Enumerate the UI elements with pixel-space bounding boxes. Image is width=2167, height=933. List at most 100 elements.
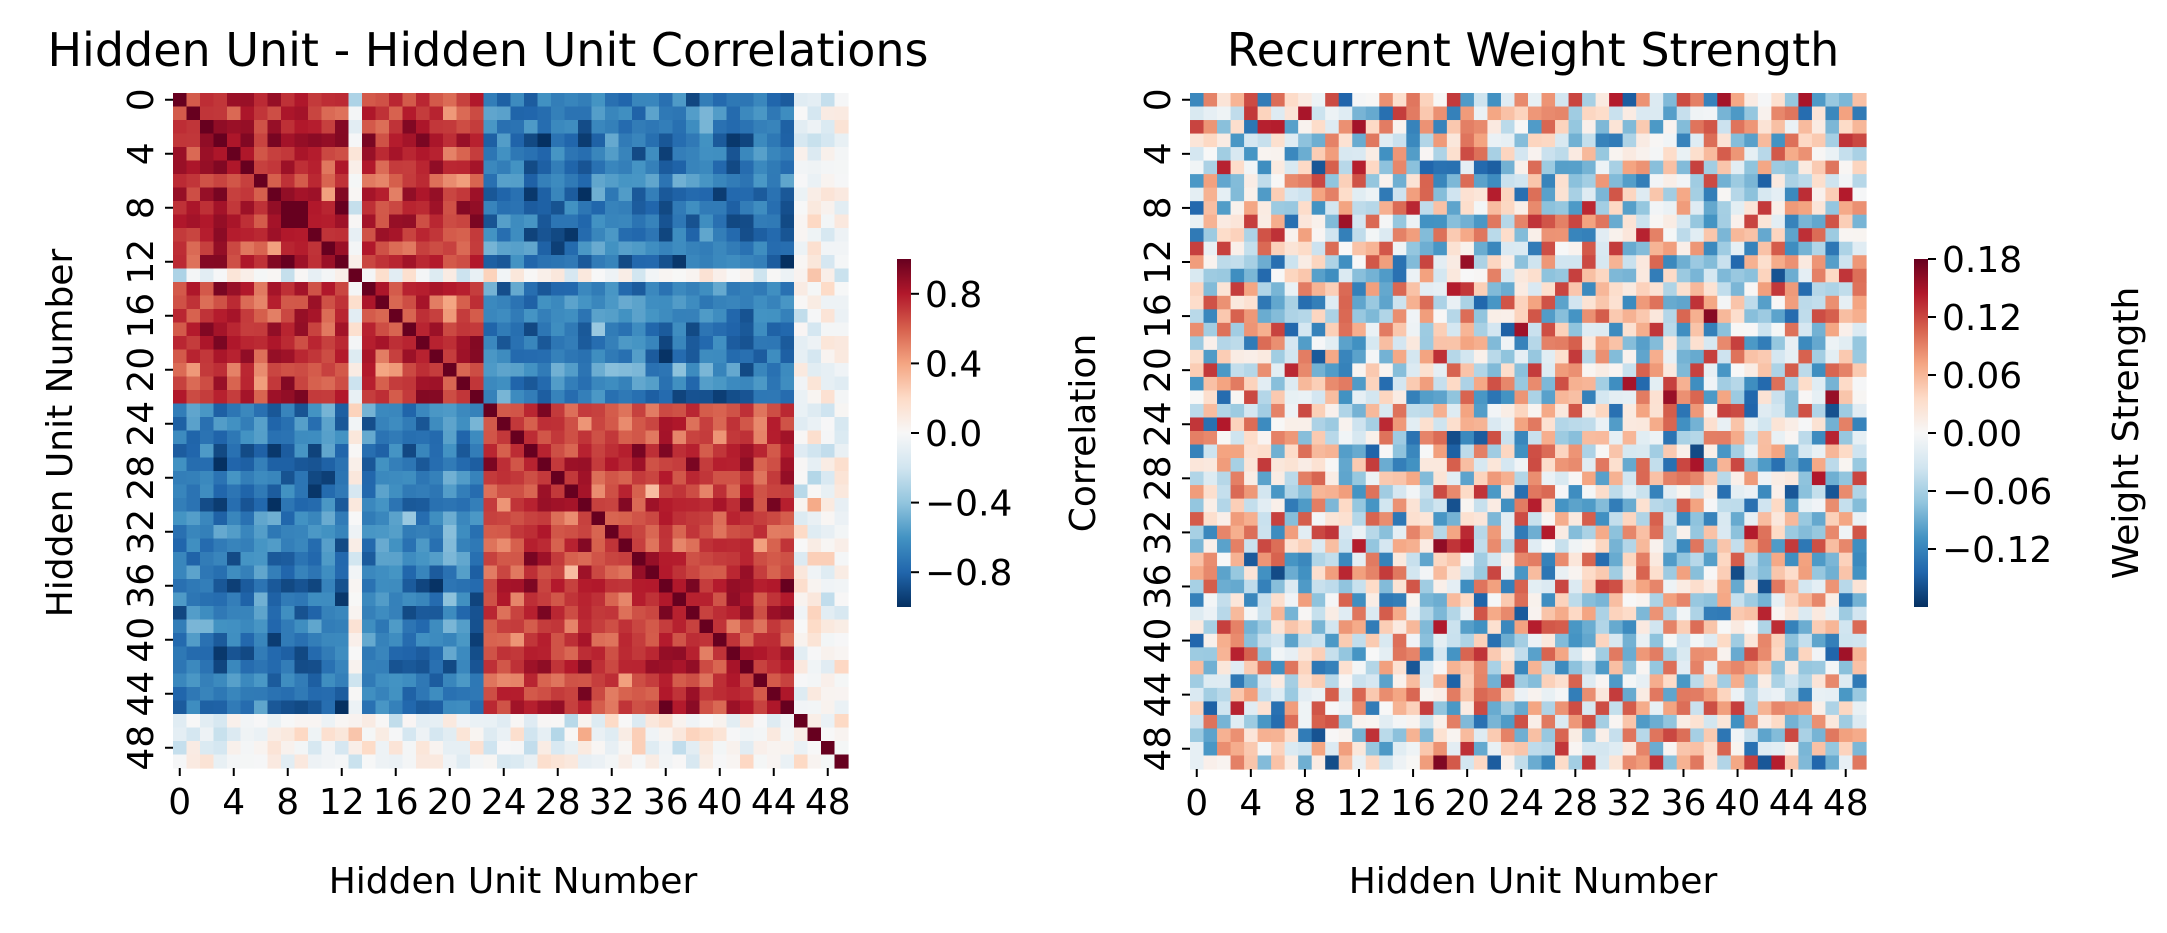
- heatmap-cell: [1582, 539, 1596, 553]
- heatmap-cell: [1474, 661, 1488, 675]
- heatmap-cell: [1501, 201, 1515, 215]
- heatmap-cell: [1839, 174, 1853, 188]
- heatmap-cell: [1798, 282, 1812, 296]
- heatmap-cell: [659, 579, 673, 593]
- heatmap-cell: [605, 525, 619, 539]
- heatmap-cell: [1298, 282, 1312, 296]
- heatmap-cell: [1352, 566, 1366, 580]
- heatmap-cell: [551, 539, 565, 553]
- heatmap-cell: [1650, 647, 1664, 661]
- heatmap-cell: [362, 660, 376, 674]
- heatmap-cell: [808, 660, 822, 674]
- heatmap-cell: [1771, 215, 1785, 229]
- heatmap-cell: [632, 714, 646, 728]
- heatmap-cell: [1812, 120, 1826, 134]
- heatmap-cell: [1690, 431, 1704, 445]
- heatmap-cell: [1231, 431, 1245, 445]
- heatmap-cell: [835, 309, 849, 323]
- heatmap-cell: [1420, 742, 1434, 756]
- heatmap-cell: [295, 633, 309, 647]
- heatmap-cell: [1825, 553, 1839, 567]
- heatmap-cell: [1542, 107, 1556, 121]
- heatmap-cell: [1244, 715, 1258, 729]
- heatmap-cell: [1839, 336, 1853, 350]
- heatmap-cell: [443, 458, 457, 472]
- heatmap-cell: [403, 485, 417, 499]
- heatmap-cell: [632, 485, 646, 499]
- heatmap-cell: [389, 701, 403, 715]
- heatmap-cell: [1650, 93, 1664, 107]
- heatmap-cell: [767, 174, 781, 188]
- heatmap-cell: [241, 120, 255, 134]
- heatmap-cell: [1312, 431, 1326, 445]
- heatmap-cell: [1731, 566, 1745, 580]
- heatmap-cell: [1677, 593, 1691, 607]
- heatmap-cell: [1352, 336, 1366, 350]
- heatmap-cell: [538, 174, 552, 188]
- heatmap-cell: [551, 471, 565, 485]
- heatmap-cell: [1487, 174, 1501, 188]
- heatmap-cell: [781, 444, 795, 458]
- heatmap-cell: [187, 174, 201, 188]
- heatmap-cell: [1501, 188, 1515, 202]
- heatmap-cell: [457, 242, 471, 256]
- heatmap-cell: [1663, 417, 1677, 431]
- heatmap-cell: [1379, 107, 1393, 121]
- heatmap-cell: [362, 701, 376, 715]
- heatmap-cell: [565, 228, 579, 242]
- heatmap-cell: [700, 458, 714, 472]
- heatmap-cell: [808, 674, 822, 688]
- heatmap-cell: [808, 161, 822, 175]
- heatmap-cell: [686, 120, 700, 134]
- heatmap-cell: [565, 296, 579, 310]
- heatmap-cell: [457, 660, 471, 674]
- heatmap-cell: [1623, 647, 1637, 661]
- heatmap-cell: [1379, 390, 1393, 404]
- heatmap-cell: [457, 107, 471, 121]
- heatmap-cell: [349, 498, 363, 512]
- heatmap-cell: [1393, 390, 1407, 404]
- heatmap-cell: [1312, 255, 1326, 269]
- heatmap-cell: [1731, 458, 1745, 472]
- heatmap-cell: [376, 201, 390, 215]
- heatmap-cell: [1839, 417, 1853, 431]
- heatmap-cell: [538, 701, 552, 715]
- heatmap-cell: [1366, 323, 1380, 337]
- heatmap-cell: [335, 134, 349, 148]
- heatmap-cell: [1812, 458, 1826, 472]
- heatmap-cell: [1339, 350, 1353, 364]
- heatmap-cell: [578, 134, 592, 148]
- heatmap-cell: [268, 728, 282, 742]
- heatmap-cell: [227, 93, 241, 107]
- heatmap-cell: [1582, 93, 1596, 107]
- heatmap-cell: [1609, 458, 1623, 472]
- heatmap-cell: [403, 134, 417, 148]
- heatmap-cell: [1758, 701, 1772, 715]
- heatmap-cell: [1244, 161, 1258, 175]
- heatmap-cell: [349, 377, 363, 391]
- heatmap-cell: [443, 471, 457, 485]
- heatmap-cell: [295, 201, 309, 215]
- heatmap-cell: [173, 701, 187, 715]
- heatmap-cell: [1285, 634, 1299, 648]
- heatmap-cell: [754, 606, 768, 620]
- heatmap-cell: [484, 741, 498, 755]
- heatmap-cell: [1514, 350, 1528, 364]
- heatmap-cell: [1690, 215, 1704, 229]
- heatmap-cell: [187, 728, 201, 742]
- heatmap-cell: [1812, 593, 1826, 607]
- heatmap-cell: [1596, 93, 1610, 107]
- heatmap-cell: [349, 593, 363, 607]
- heatmap-cell: [1447, 120, 1461, 134]
- heatmap-cell: [1352, 458, 1366, 472]
- heatmap-cell: [1758, 323, 1772, 337]
- heatmap-cell: [605, 269, 619, 283]
- heatmap-cell: [754, 633, 768, 647]
- heatmap-cell: [1596, 215, 1610, 229]
- heatmap-cell: [214, 269, 228, 283]
- heatmap-cell: [1487, 701, 1501, 715]
- heatmap-cell: [322, 404, 336, 418]
- heatmap-cell: [1582, 147, 1596, 161]
- heatmap-cell: [1650, 485, 1664, 499]
- heatmap-cell: [362, 485, 376, 499]
